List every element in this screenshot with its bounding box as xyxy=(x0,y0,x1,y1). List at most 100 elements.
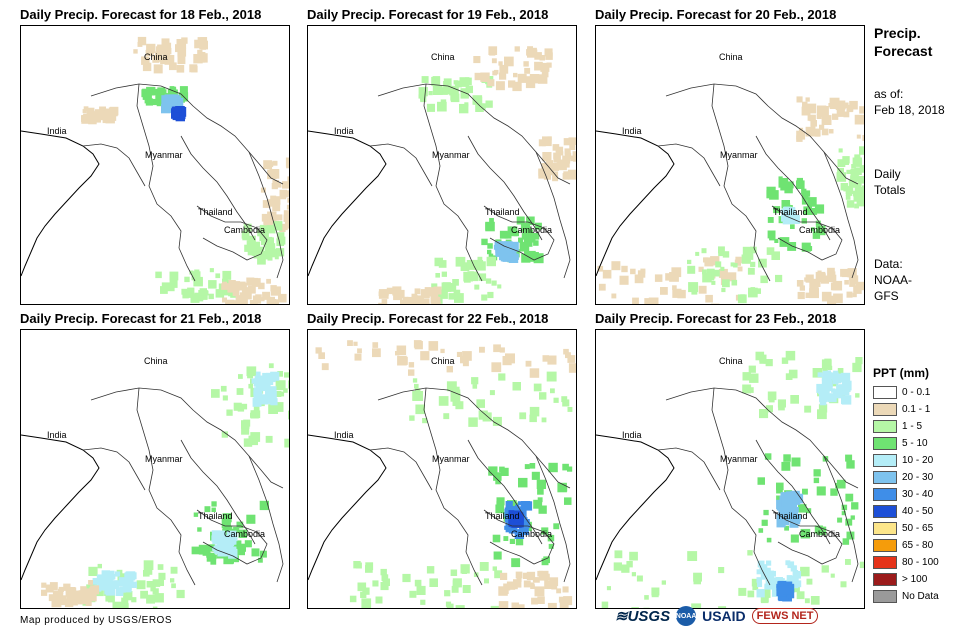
precip-cell xyxy=(372,348,381,358)
precip-cell xyxy=(750,246,757,254)
precip-cell xyxy=(547,534,555,542)
precip-cell xyxy=(262,200,271,208)
precip-cell xyxy=(537,488,544,495)
precip-cell xyxy=(761,589,771,598)
precip-cell xyxy=(479,562,489,571)
precip-cell xyxy=(749,373,759,383)
precip-cell xyxy=(257,557,263,563)
precip-cell xyxy=(262,250,271,260)
legend-swatch xyxy=(873,488,897,501)
map-credit: Map produced by USGS/EROS xyxy=(20,615,173,626)
country-border xyxy=(82,143,146,187)
precip-cell xyxy=(810,227,815,232)
precip-cell xyxy=(169,271,179,281)
precip-cell xyxy=(250,412,256,418)
precip-cell xyxy=(759,409,769,419)
precip-cell xyxy=(507,251,514,257)
precip-cell xyxy=(82,109,87,114)
precip-cell xyxy=(485,100,493,108)
panel-title: Daily Precip. Forecast for 20 Feb., 2018 xyxy=(595,7,837,22)
precip-cell xyxy=(644,298,653,304)
precip-cell xyxy=(598,283,606,291)
precip-cell xyxy=(845,559,851,565)
country-border xyxy=(82,447,146,491)
precip-cell xyxy=(198,53,208,63)
precip-cell xyxy=(831,388,836,393)
precip-cell xyxy=(821,565,829,573)
legend-item: 0.1 - 1 xyxy=(873,401,939,418)
precip-cell xyxy=(531,74,538,81)
precip-cell xyxy=(796,96,803,103)
precip-cell xyxy=(801,188,807,194)
precip-cell xyxy=(748,387,754,393)
precip-cell xyxy=(155,55,162,62)
precip-cell xyxy=(471,377,479,385)
data-line-1: NOAA- xyxy=(874,273,913,287)
precip-cell xyxy=(495,478,501,485)
label-india: India xyxy=(334,126,354,136)
as-of-date: Feb 18, 2018 xyxy=(874,103,945,117)
precip-cell xyxy=(841,380,852,391)
precip-cell xyxy=(561,396,568,403)
precip-cell xyxy=(455,605,465,608)
precip-cell xyxy=(49,582,58,590)
precip-cell xyxy=(460,90,469,99)
precip-cell xyxy=(451,389,461,398)
precip-cell xyxy=(817,274,825,282)
precip-cell xyxy=(541,70,549,78)
precip-cell xyxy=(829,129,834,134)
precip-cell xyxy=(790,224,795,229)
legend-item: 80 - 100 xyxy=(873,554,939,571)
precip-cell xyxy=(507,226,518,237)
precip-cell xyxy=(747,267,755,275)
country-border xyxy=(657,447,721,491)
precip-cell xyxy=(733,263,738,268)
precip-cell xyxy=(511,558,521,568)
precip-cell xyxy=(164,55,175,65)
precip-cell xyxy=(611,261,621,271)
precip-cell xyxy=(766,560,772,566)
precip-cell xyxy=(741,254,751,264)
precip-cell xyxy=(432,85,443,95)
precip-cell xyxy=(444,590,451,597)
coastline xyxy=(308,130,387,277)
precip-cell xyxy=(791,457,801,467)
precip-cell xyxy=(267,237,274,244)
precip-cell xyxy=(525,78,536,89)
legend-item: No Data xyxy=(873,588,939,605)
precip-cell xyxy=(836,373,841,378)
legend-swatch xyxy=(873,539,897,552)
legend-label: 50 - 65 xyxy=(902,523,934,534)
precip-cell xyxy=(510,527,517,534)
precip-cell xyxy=(688,282,699,293)
precip-cell xyxy=(854,191,861,198)
legend-item: 30 - 40 xyxy=(873,486,939,503)
precip-cell xyxy=(654,274,663,282)
legend-label: 80 - 100 xyxy=(902,557,939,568)
coastline xyxy=(596,434,675,581)
precip-cell xyxy=(836,479,846,489)
precip-cell xyxy=(462,360,469,367)
precip-cell xyxy=(709,275,714,281)
precip-cell xyxy=(565,352,571,359)
precip-cell xyxy=(505,353,515,364)
precip-cell xyxy=(284,438,289,448)
precip-cell xyxy=(853,194,861,202)
precip-cell xyxy=(837,159,846,167)
precip-cell xyxy=(564,162,570,168)
precip-cell xyxy=(275,380,286,391)
precip-cell xyxy=(824,358,832,366)
precip-cell xyxy=(58,588,64,595)
precip-cell xyxy=(789,503,798,512)
precip-cell xyxy=(814,525,823,534)
precip-cell xyxy=(830,573,835,578)
label-cambodia: Cambodia xyxy=(224,529,266,539)
precip-cell xyxy=(421,76,429,84)
precip-cell xyxy=(774,238,779,243)
precip-cell xyxy=(500,572,508,580)
precip-cell xyxy=(141,56,150,65)
precip-cell xyxy=(786,575,792,581)
precip-cell xyxy=(251,548,260,557)
precip-cell xyxy=(253,405,260,412)
precip-cell xyxy=(519,412,527,420)
